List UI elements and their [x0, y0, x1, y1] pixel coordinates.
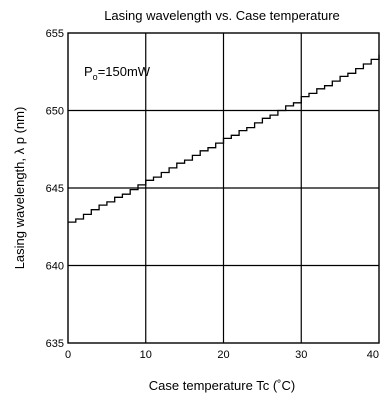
y-tick-label-3: 650 [46, 106, 64, 118]
y-tick-label-1: 640 [46, 261, 64, 273]
annotation-subscript: o [93, 72, 98, 82]
x-tick-labels: 0 10 20 30 40 [65, 349, 379, 361]
annotation-rest: =150mW [98, 64, 151, 79]
y-tick-label-4: 655 [46, 28, 64, 40]
x-axis-label: Case temperature Tc (˚C) [149, 378, 295, 393]
y-tick-label-0: 635 [46, 338, 64, 350]
y-axis-label: Lasing wavelength, λ p (nm) [12, 107, 27, 270]
power-annotation: Po=150mW [84, 64, 151, 82]
y-tick-label-2: 645 [46, 183, 64, 195]
x-tick-label-2: 20 [217, 349, 229, 361]
plot-frame [67, 32, 380, 344]
x-tick-label-3: 30 [295, 349, 307, 361]
grid [68, 33, 379, 343]
chart-title: Lasing wavelength vs. Case temperature [104, 8, 340, 23]
x-tick-label-1: 10 [140, 349, 152, 361]
x-tick-label-4: 40 [367, 349, 379, 361]
annotation-main: P [84, 64, 93, 79]
y-tick-labels: 635 640 645 650 655 [46, 28, 64, 350]
series-line [68, 54, 380, 223]
x-tick-label-0: 0 [65, 349, 71, 361]
